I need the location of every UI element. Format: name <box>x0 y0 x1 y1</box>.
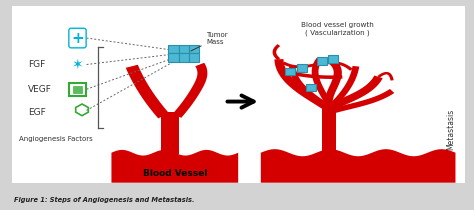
FancyBboxPatch shape <box>189 53 200 62</box>
FancyBboxPatch shape <box>179 45 189 53</box>
Polygon shape <box>173 63 208 118</box>
Polygon shape <box>292 72 342 79</box>
Text: Blood Vessel: Blood Vessel <box>143 169 207 178</box>
FancyBboxPatch shape <box>179 53 189 62</box>
FancyBboxPatch shape <box>297 64 307 72</box>
Polygon shape <box>261 149 456 183</box>
FancyBboxPatch shape <box>5 1 471 188</box>
FancyBboxPatch shape <box>189 45 200 53</box>
Polygon shape <box>326 66 359 110</box>
Polygon shape <box>273 44 280 60</box>
FancyBboxPatch shape <box>285 68 295 75</box>
Polygon shape <box>126 65 169 118</box>
Text: Tumor
Mass: Tumor Mass <box>191 32 228 51</box>
Polygon shape <box>325 57 342 105</box>
Text: EGF: EGF <box>27 108 46 117</box>
Text: Figure 1: Steps of Angiogenesis and Metastasis.: Figure 1: Steps of Angiogenesis and Meta… <box>14 196 195 203</box>
Text: Metastasis: Metastasis <box>447 109 456 150</box>
Polygon shape <box>289 66 331 110</box>
Polygon shape <box>326 75 383 112</box>
Polygon shape <box>328 89 394 115</box>
Polygon shape <box>312 58 332 106</box>
FancyBboxPatch shape <box>306 84 316 91</box>
Text: ✶: ✶ <box>72 58 83 72</box>
Text: VEGF: VEGF <box>27 85 52 94</box>
FancyBboxPatch shape <box>168 45 179 53</box>
Polygon shape <box>283 61 353 71</box>
Polygon shape <box>111 150 238 183</box>
Text: FGF: FGF <box>27 60 45 69</box>
Text: Angiogenesis Factors: Angiogenesis Factors <box>18 136 92 142</box>
Polygon shape <box>161 112 179 154</box>
Text: Blood vessel growth
( Vascularization ): Blood vessel growth ( Vascularization ) <box>301 22 374 36</box>
FancyBboxPatch shape <box>328 55 338 63</box>
FancyBboxPatch shape <box>317 57 327 65</box>
Polygon shape <box>274 59 332 111</box>
Text: +: + <box>71 30 84 46</box>
Polygon shape <box>377 72 394 81</box>
FancyBboxPatch shape <box>168 53 179 62</box>
FancyBboxPatch shape <box>73 86 82 93</box>
Polygon shape <box>322 102 336 154</box>
